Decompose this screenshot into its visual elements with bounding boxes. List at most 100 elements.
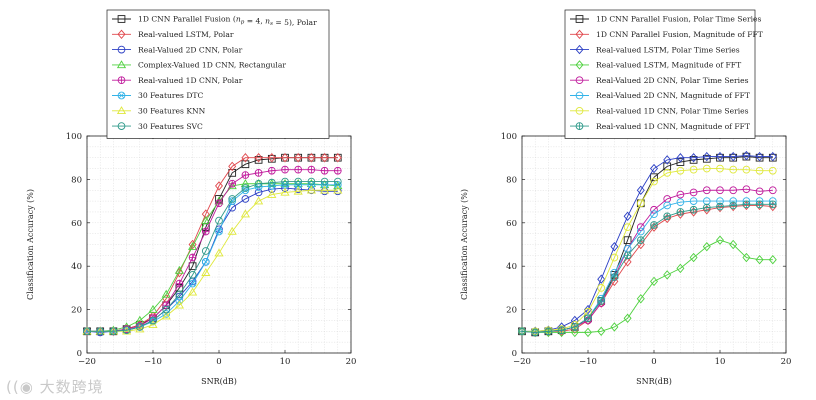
- data-point: [228, 197, 237, 205]
- legend-label: Real-Valued 2D CNN, Magnitude of FFT: [596, 91, 750, 100]
- data-point: [122, 326, 131, 335]
- legend-marker: [575, 91, 584, 100]
- legend-item: Real-Valued 2D CNN, Polar Time Series: [570, 76, 749, 85]
- data-point: [557, 326, 566, 335]
- data-point: [148, 320, 158, 329]
- data-point: [689, 197, 698, 205]
- data-point: [650, 210, 658, 218]
- data-point: [241, 153, 250, 163]
- data-point: [240, 209, 250, 218]
- data-point: [768, 201, 777, 212]
- data-point: [320, 177, 329, 186]
- data-point: [518, 327, 526, 336]
- x-tick-label: −10: [144, 357, 162, 367]
- data-point: [768, 200, 777, 209]
- legend-label: Real-valued 1D CNN, Polar: [138, 76, 243, 85]
- legend-label: 1D CNN Parallel Fusion, Polar Time Serie…: [596, 15, 761, 24]
- data-point: [623, 257, 632, 267]
- x-tick-label: −20: [513, 357, 531, 367]
- data-point: [742, 252, 751, 263]
- x-tick-label: −10: [579, 357, 597, 367]
- legend-label: Real-valued 1D CNN, Polar Time Series: [596, 107, 749, 116]
- legend-box: [564, 9, 756, 139]
- data-point: [650, 222, 658, 232]
- marker-ring: [201, 258, 210, 266]
- data-point: [214, 248, 224, 257]
- data-point: [320, 153, 329, 163]
- data-point: [161, 311, 171, 320]
- legend-item: 1D CNN Parallel Fusion, Polar Time Serie…: [570, 15, 761, 24]
- data-point: [676, 198, 685, 207]
- series-line: [87, 181, 338, 332]
- data-point: [174, 265, 184, 274]
- data-point: [109, 327, 118, 336]
- data-point: [650, 221, 658, 229]
- data-point: [597, 284, 606, 292]
- data-point: [201, 209, 210, 219]
- legend-marker: [117, 76, 126, 85]
- data-point: [307, 177, 316, 186]
- data-point: [228, 161, 237, 172]
- watermark-logo: ((◉ 大数跨境: [6, 376, 104, 397]
- series-group: [518, 150, 777, 338]
- chart-right: −20 −10 0 10 20 0 20 40 60 80 100 SNR(dB) Classifica…: [460, 9, 791, 386]
- legend-label: Complex-Valued 1D CNN, Rectangular: [138, 61, 286, 70]
- data-point: [755, 254, 764, 265]
- data-point: [676, 190, 685, 199]
- data-point: [729, 239, 738, 250]
- data-point: [228, 179, 237, 188]
- y-tick-label: 80: [506, 175, 517, 185]
- data-point: [267, 153, 276, 163]
- data-point: [175, 279, 184, 288]
- data-point: [768, 254, 777, 265]
- x-axis-label: SNR(dB): [201, 377, 237, 386]
- y-axis-label: Classification Accuracy (%): [26, 189, 35, 300]
- legend-label: 30 Features DTC: [138, 91, 203, 100]
- data-point: [333, 153, 342, 163]
- data-point: [228, 169, 237, 177]
- data-point: [201, 268, 211, 276]
- data-point: [716, 186, 724, 195]
- legend-item: 1D CNN Parallel Fusion, Magnitude of FFT: [570, 29, 763, 39]
- data-point: [188, 262, 197, 271]
- data-point: [215, 181, 223, 191]
- legend-label: Real-valued LSTM, Polar Time Series: [596, 45, 740, 54]
- data-point: [96, 327, 105, 336]
- data-point: [623, 313, 632, 323]
- legend-marker: [117, 29, 126, 39]
- data-point: [215, 199, 223, 208]
- x-axis-label: SNR(dB): [636, 377, 672, 386]
- data-point: [333, 166, 342, 175]
- data-point: [689, 205, 698, 214]
- data-point: [201, 258, 210, 266]
- data-point: [254, 188, 263, 197]
- legend-item: Complex-Valued 1D CNN, Rectangular: [112, 60, 286, 70]
- legend-item: 30 Features SVC: [112, 122, 203, 131]
- y-tick-label: 40: [506, 262, 517, 272]
- legend-marker: [575, 122, 584, 130]
- y-axis-label: Classification Accuracy (%): [460, 189, 469, 300]
- data-point: [742, 200, 751, 209]
- legend-marker: [575, 15, 584, 23]
- series-8: [83, 177, 342, 336]
- legend: 1D CNN Parallel Fusion (np = 4, ns = 5),…: [106, 9, 330, 139]
- data-point: [650, 173, 658, 182]
- x-tick-label: 20: [346, 357, 357, 367]
- series-group: [82, 153, 343, 337]
- marker-ring: [117, 91, 126, 100]
- marker-diag-b: [216, 228, 222, 235]
- legend-label: Real-valued LSTM, Magnitude of FFT: [596, 61, 741, 70]
- data-point: [557, 327, 566, 338]
- data-point: [636, 185, 645, 195]
- data-point: [702, 151, 711, 162]
- legend-label: Real-Valued 2D CNN, Polar Time Series: [596, 76, 749, 85]
- data-point: [676, 158, 685, 166]
- data-point: [201, 215, 211, 224]
- data-point: [636, 236, 645, 245]
- data-point: [650, 276, 658, 287]
- data-point: [742, 165, 751, 174]
- x-tick-label: 10: [715, 357, 726, 367]
- data-point: [320, 166, 329, 175]
- marker-ring: [228, 197, 237, 205]
